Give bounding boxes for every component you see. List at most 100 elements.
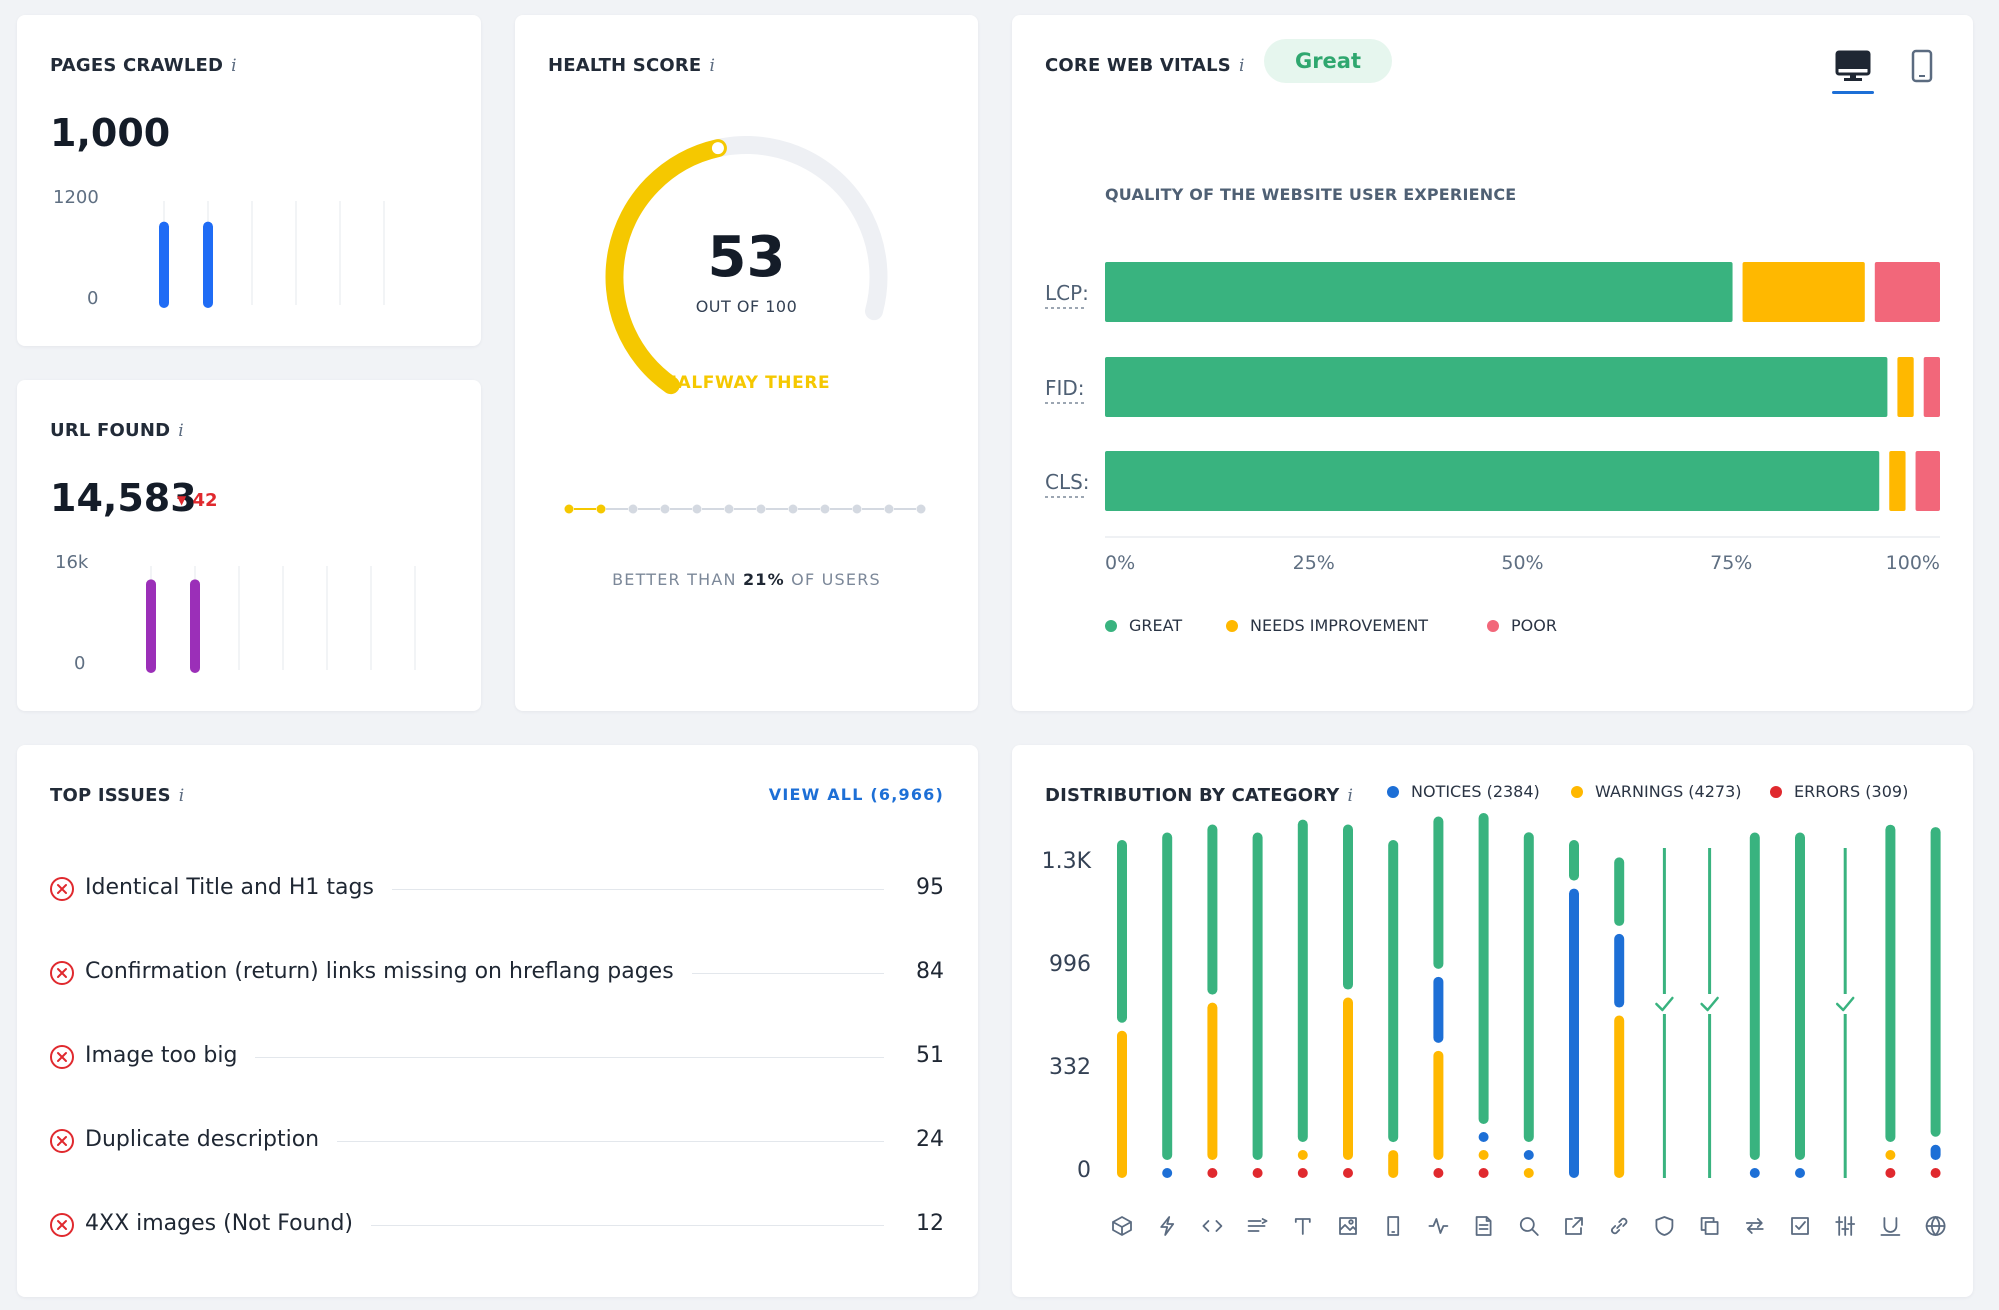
distribution-chart: 0 332 996 1.3K bbox=[1042, 813, 1946, 1236]
error-circle-icon bbox=[50, 1045, 74, 1069]
magnet-icon[interactable] bbox=[1880, 1217, 1901, 1236]
dist-bar-dot[interactable] bbox=[1795, 1168, 1805, 1178]
issue-row[interactable]: Confirmation (return) links missing on h… bbox=[17, 953, 978, 993]
health-score-status: HALFWAY THERE bbox=[662, 373, 831, 393]
issue-count: 24 bbox=[916, 1127, 944, 1152]
dist-bar-dot[interactable] bbox=[1297, 1168, 1308, 1178]
cwv-bar-poor[interactable] bbox=[1915, 451, 1940, 511]
cwv-bar-great[interactable] bbox=[1105, 262, 1733, 322]
mobile-icon[interactable] bbox=[1387, 1216, 1400, 1236]
better-than-value: 21% bbox=[742, 570, 785, 589]
issue-label[interactable]: Image too big bbox=[85, 1043, 256, 1068]
issue-row[interactable]: Image too big 51 bbox=[17, 1037, 978, 1077]
info-icon[interactable]: i bbox=[709, 56, 716, 76]
cwv-bar-great[interactable] bbox=[1105, 451, 1880, 511]
dist-bar-dot[interactable] bbox=[1478, 1132, 1489, 1142]
desktop-toggle[interactable] bbox=[1832, 49, 1874, 95]
error-circle-icon bbox=[50, 877, 74, 901]
image-icon[interactable] bbox=[1339, 1217, 1357, 1235]
globe-icon[interactable] bbox=[1925, 1216, 1946, 1236]
info-icon[interactable]: i bbox=[1238, 56, 1245, 76]
url-found-value: 14,583 bbox=[50, 476, 197, 520]
link-icon[interactable] bbox=[1611, 1217, 1628, 1235]
dist-bar-dot[interactable] bbox=[1523, 1168, 1534, 1178]
issue-label[interactable]: Duplicate description bbox=[85, 1127, 338, 1152]
legend-notices-label: NOTICES (2384) bbox=[1411, 782, 1540, 801]
mobile-icon bbox=[1911, 49, 1933, 83]
dist-bar-dot[interactable] bbox=[1343, 1168, 1353, 1178]
issue-row[interactable]: Duplicate description 24 bbox=[17, 1121, 978, 1161]
issue-row[interactable]: 4XX images (Not Found) 12 bbox=[17, 1205, 978, 1245]
cwv-chart: LCP: FID: CLS: bbox=[1045, 262, 1940, 538]
progress-dot bbox=[916, 504, 926, 514]
filter-icon[interactable] bbox=[1247, 1218, 1268, 1232]
duplicate-icon[interactable] bbox=[1700, 1217, 1719, 1235]
check-icon bbox=[1700, 996, 1719, 1012]
issue-label[interactable]: 4XX images (Not Found) bbox=[85, 1211, 371, 1236]
progress-dot bbox=[724, 504, 734, 514]
health-gauge bbox=[605, 136, 888, 395]
cwv-bar-poor[interactable] bbox=[1874, 262, 1940, 322]
document-icon[interactable] bbox=[1475, 1216, 1492, 1236]
cwv-bar-needs-improvement[interactable] bbox=[1742, 262, 1865, 322]
legend-errors: ERRORS (309) bbox=[1770, 782, 1908, 801]
legend-notices-dot bbox=[1387, 786, 1399, 798]
url-found-chart bbox=[146, 566, 416, 673]
legend-errors-dot bbox=[1770, 786, 1782, 798]
cwv-chart-title: QUALITY OF THE WEBSITE USER EXPERIENCE bbox=[1105, 185, 1517, 204]
issue-label[interactable]: Identical Title and H1 tags bbox=[85, 875, 392, 900]
dist-y-tick-label: 1.3K bbox=[1042, 849, 1092, 874]
legend-notices: NOTICES (2384) bbox=[1387, 782, 1540, 801]
dist-bar-dot[interactable] bbox=[1930, 1168, 1941, 1178]
search-icon[interactable] bbox=[1519, 1217, 1539, 1236]
dist-bar-dot[interactable] bbox=[1523, 1150, 1534, 1160]
dist-bar-dot[interactable] bbox=[1162, 1168, 1173, 1178]
issue-label[interactable]: Confirmation (return) links missing on h… bbox=[85, 959, 692, 984]
checklist-icon[interactable] bbox=[1791, 1217, 1809, 1235]
url-found-title-text: URL FOUND bbox=[50, 420, 171, 441]
settings-icon[interactable] bbox=[1835, 1216, 1856, 1236]
mobile-toggle[interactable] bbox=[1910, 49, 1934, 85]
dist-bar-dot[interactable] bbox=[1478, 1168, 1489, 1178]
cwv-bar-needs-improvement[interactable] bbox=[1889, 451, 1906, 511]
info-icon[interactable]: i bbox=[178, 786, 185, 806]
better-than-prefix: BETTER THAN bbox=[612, 570, 743, 589]
dist-bar-dot[interactable] bbox=[1749, 1168, 1760, 1178]
issue-row[interactable]: Identical Title and H1 tags 95 bbox=[17, 869, 978, 909]
url-found-delta-value: 42 bbox=[192, 490, 218, 511]
code-icon[interactable] bbox=[1202, 1220, 1223, 1232]
info-icon[interactable]: i bbox=[231, 56, 237, 76]
cwv-x-tick-label: 0% bbox=[1105, 552, 1135, 574]
dist-bar-dot[interactable] bbox=[1885, 1150, 1896, 1160]
check-icon bbox=[1655, 996, 1674, 1012]
pages-crawled-title: PAGES CRAWLED i bbox=[50, 55, 237, 76]
distribution-title: DISTRIBUTION BY CATEGORY i bbox=[1045, 785, 1353, 806]
security-icon[interactable] bbox=[1655, 1216, 1674, 1236]
cwv-category-label: FID: bbox=[1045, 376, 1085, 400]
text-icon[interactable] bbox=[1294, 1218, 1311, 1235]
info-icon[interactable]: i bbox=[1347, 786, 1354, 806]
dist-bar-dot[interactable] bbox=[1297, 1150, 1308, 1160]
dist-bar-dot[interactable] bbox=[1433, 1168, 1444, 1178]
cwv-bar-needs-improvement[interactable] bbox=[1897, 357, 1914, 417]
legend-great-dot bbox=[1105, 620, 1117, 632]
top-issues-title: TOP ISSUES i bbox=[50, 785, 184, 806]
view-all-link[interactable]: VIEW ALL (6,966) bbox=[768, 785, 944, 804]
desktop-icon bbox=[1835, 50, 1871, 81]
dist-bar-dot[interactable] bbox=[1252, 1168, 1263, 1178]
performance-icon[interactable] bbox=[1428, 1218, 1449, 1234]
pages-crawled-value: 1,000 bbox=[50, 111, 171, 155]
cwv-bar-great[interactable] bbox=[1105, 357, 1888, 417]
speed-icon[interactable] bbox=[1160, 1216, 1175, 1236]
dist-bar-dot[interactable] bbox=[1885, 1168, 1896, 1178]
issue-leader-line bbox=[85, 889, 884, 890]
redirect-icon[interactable] bbox=[1745, 1218, 1764, 1234]
dist-bar-dot[interactable] bbox=[1478, 1150, 1489, 1160]
crawl-icon[interactable] bbox=[1112, 1216, 1132, 1236]
external-link-icon[interactable] bbox=[1565, 1217, 1583, 1235]
cwv-bar-poor[interactable] bbox=[1923, 357, 1940, 417]
dist-bar-dot[interactable] bbox=[1207, 1168, 1218, 1178]
gauge-knob bbox=[711, 142, 724, 155]
info-icon[interactable]: i bbox=[178, 421, 184, 441]
progress-dot bbox=[692, 504, 702, 514]
